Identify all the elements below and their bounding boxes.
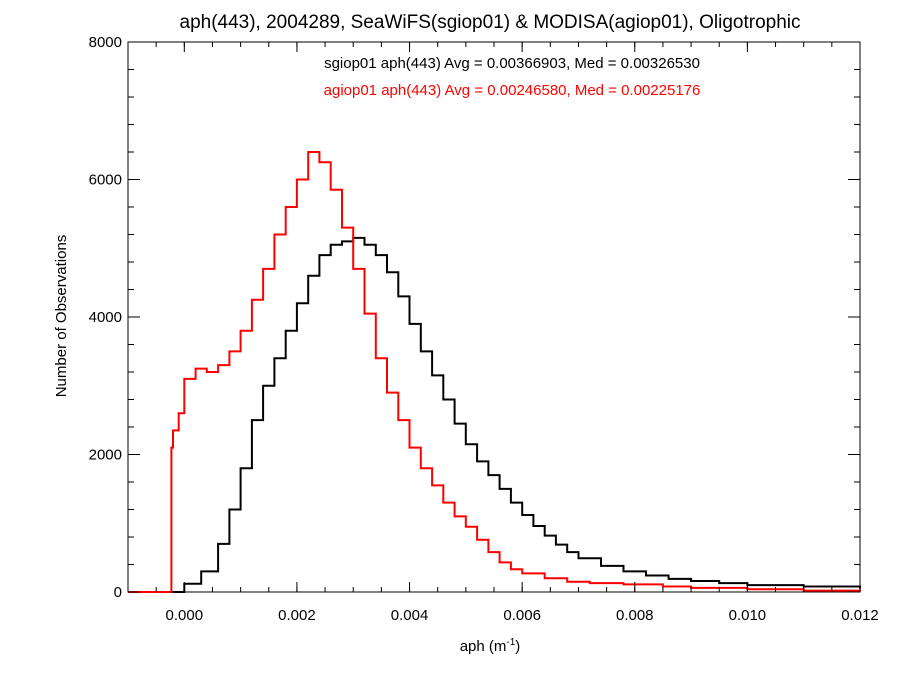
y-tick-label: 4000 [89,309,122,326]
y-tick-label: 2000 [89,447,122,464]
x-axis-unit-exponent: -1 [506,637,515,648]
agiop01-stats-annotation: agiop01 aph(443) Avg = 0.00246580, Med =… [324,82,701,99]
series-line-0 [128,236,861,593]
y-tick-labels: 0 2000 4000 6000 8000 [89,34,122,601]
x-tick-label: 0.004 [391,607,429,624]
x-tick-label: 0.008 [616,607,654,624]
x-axis-label-text: aph [460,638,485,655]
tick-layer [127,41,861,593]
x-axis-unit-close: ) [515,638,520,655]
x-axis-label: aph (m-1) [460,637,521,655]
y-tick-label: 0 [114,584,122,601]
series-line-1 [128,151,861,593]
y-tick-label: 8000 [89,34,122,51]
x-tick-label: 0.006 [503,607,541,624]
x-tick-labels: 0.000 0.002 0.004 0.006 0.008 0.010 0.012 [166,607,879,624]
x-axis-unit-open: ( [485,638,494,655]
x-tick-label: 0.010 [729,607,767,624]
chart-title: aph(443), 2004289, SeaWiFS(sgiop01) & MO… [180,12,801,33]
y-axis-label: Number of Observations [53,235,70,398]
sgiop01-stats-annotation: sgiop01 aph(443) Avg = 0.00366903, Med =… [324,55,700,72]
x-tick-label: 0.000 [166,607,204,624]
y-tick-label: 6000 [89,172,122,189]
series-layer [128,151,861,593]
x-tick-label: 0.002 [278,607,316,624]
x-tick-label: 0.012 [841,607,879,624]
x-axis-unit-base: m [494,638,507,655]
